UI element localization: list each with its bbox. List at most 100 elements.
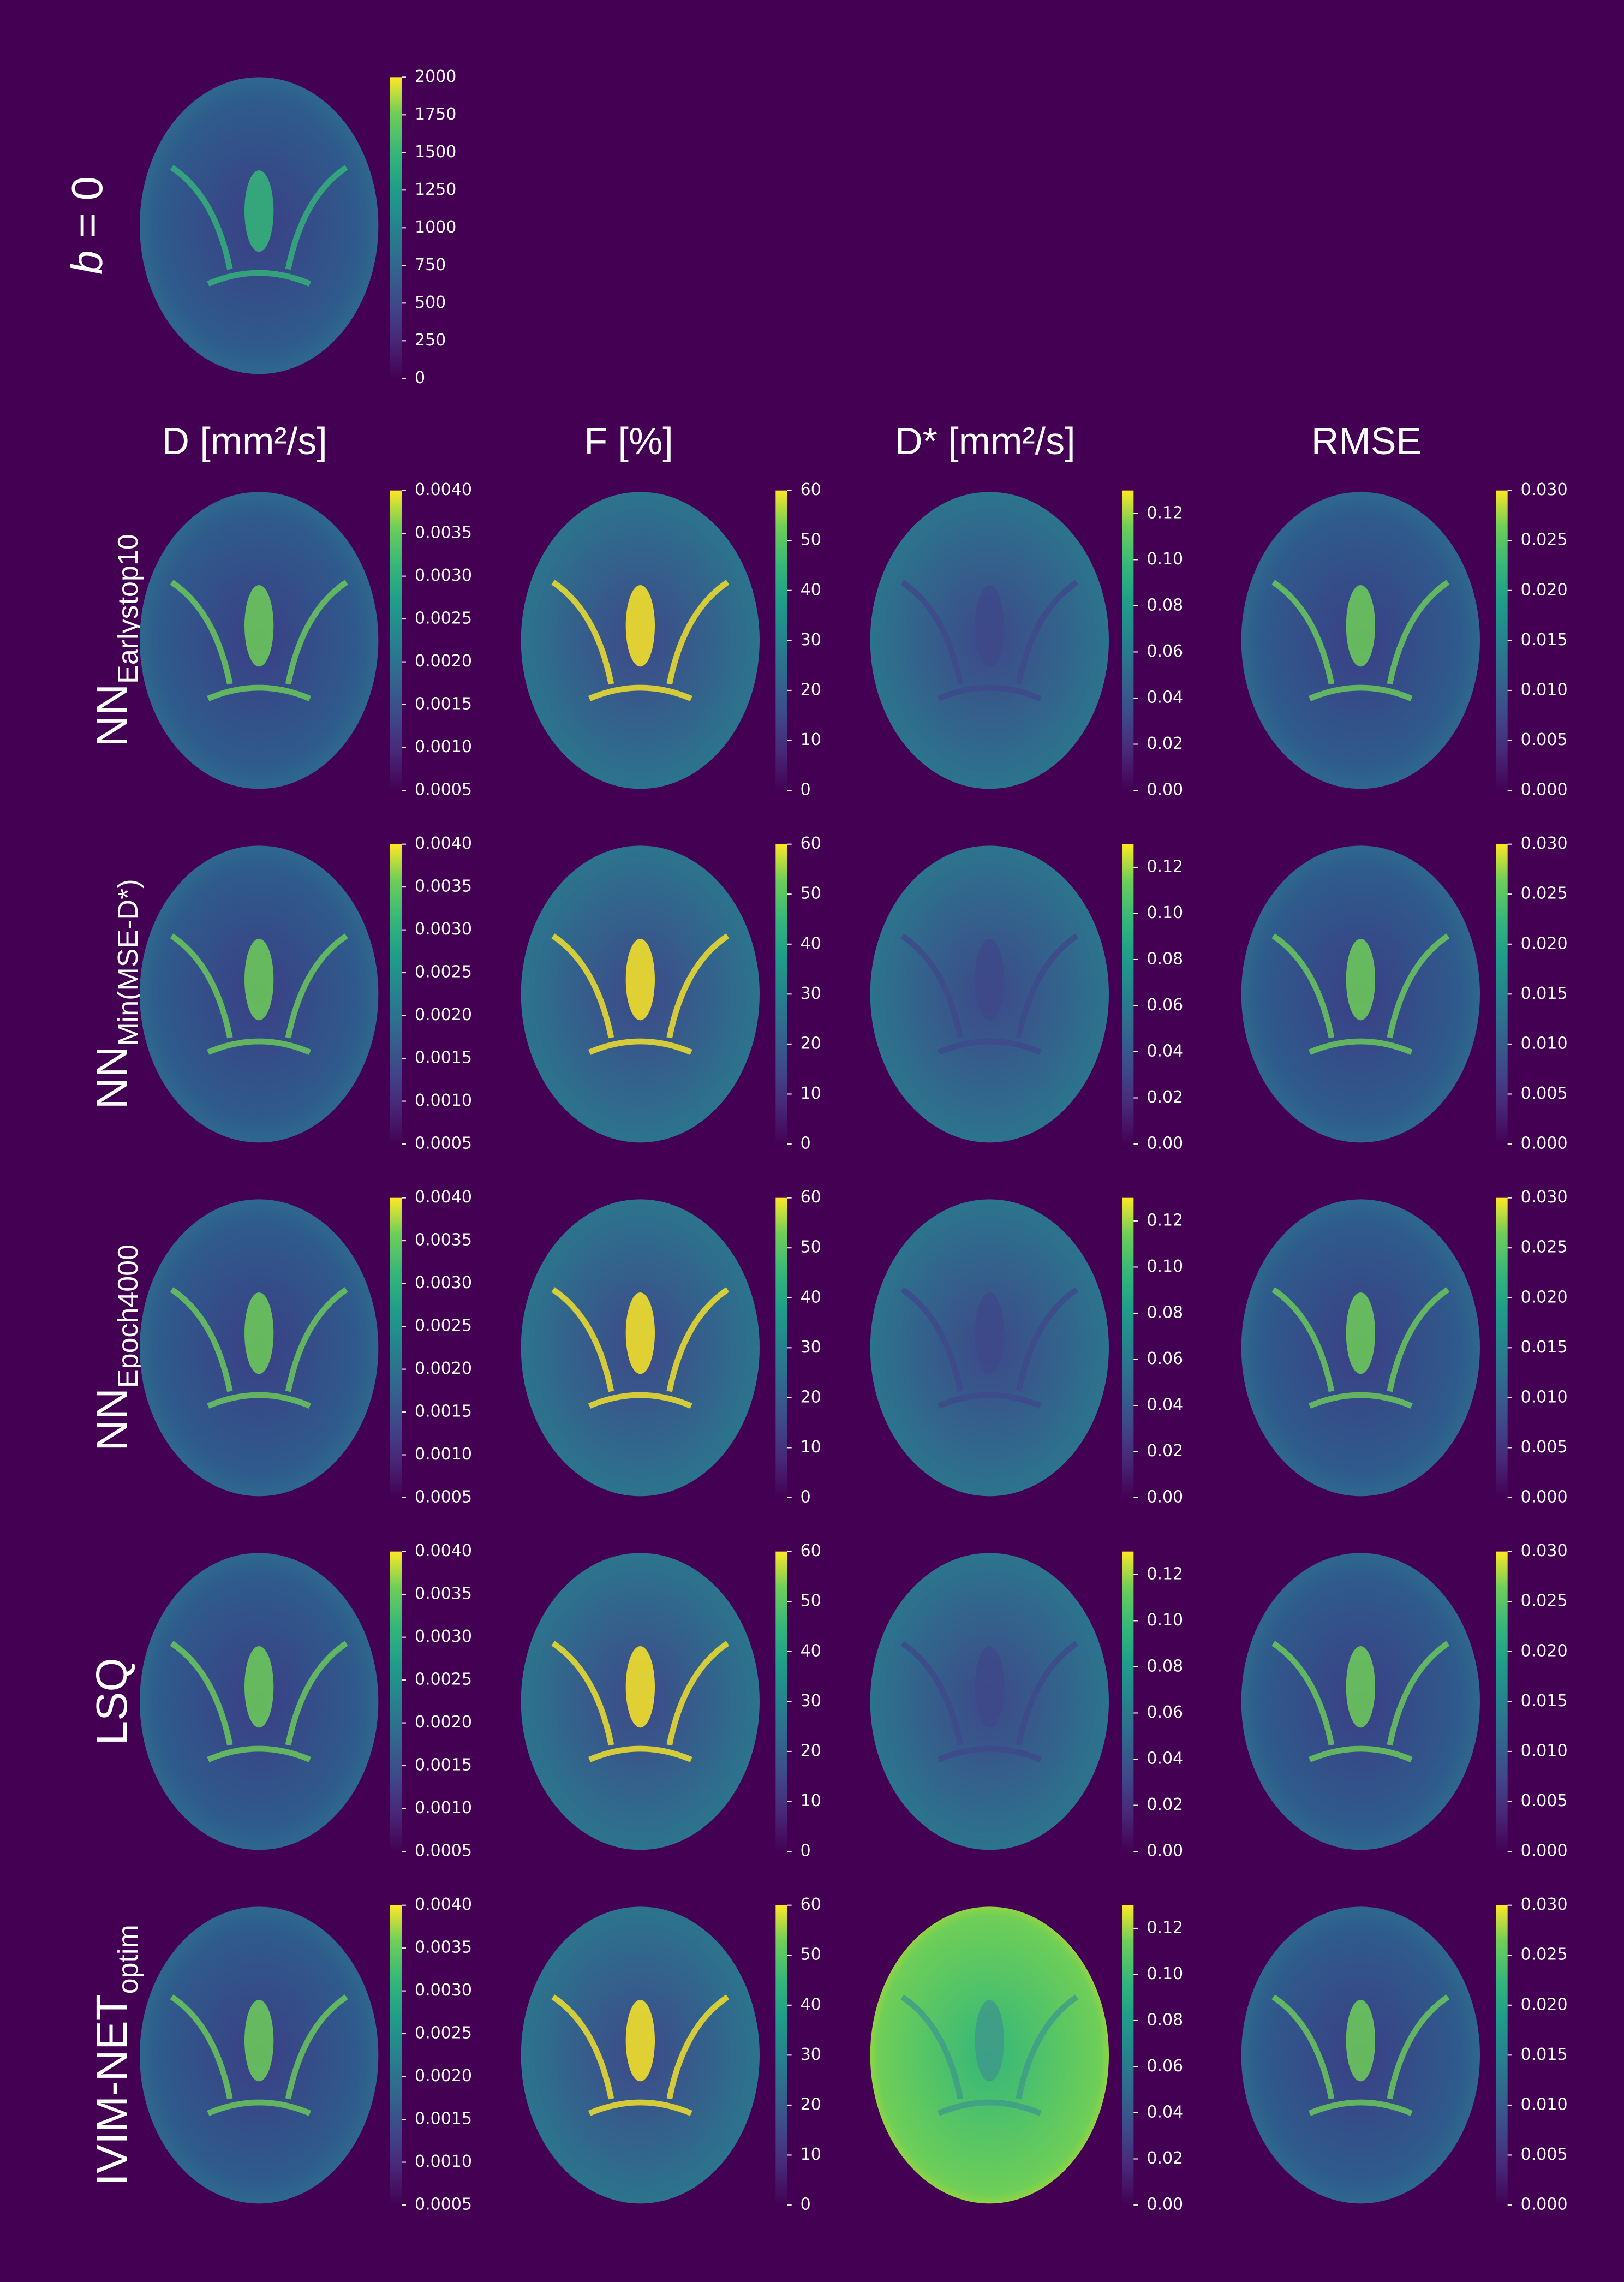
brain-map — [521, 845, 760, 1143]
colorbar-tick-label: 0.04 — [1147, 2102, 1183, 2122]
colorbar-tick-label: 0.0010 — [415, 2152, 472, 2171]
brain-map — [870, 492, 1109, 789]
colorbar-tick-label: 0.015 — [1521, 630, 1568, 650]
colorbar-tick-label: 0.020 — [1521, 934, 1568, 953]
brain-map — [139, 77, 379, 374]
colorbar — [1122, 490, 1134, 790]
colorbar-tick-label: 0 — [415, 368, 425, 388]
brain-ventricle — [1346, 1292, 1375, 1374]
brain-fold — [170, 580, 348, 701]
colorbar-tick-label: 0.030 — [1521, 480, 1568, 499]
colorbar-tick-label: 0.10 — [1147, 903, 1183, 922]
colorbar-tick-label: 50 — [801, 1945, 821, 1964]
colorbar — [1496, 1197, 1508, 1498]
brain-ventricle — [975, 2000, 1005, 2082]
brain-fold — [170, 1287, 348, 1409]
colorbar-tick-label: 0.000 — [1521, 2195, 1568, 2214]
row-label: NNEarlystop10 — [87, 534, 144, 747]
colorbar-tick-label: 10 — [801, 1791, 821, 1810]
colorbar — [390, 1197, 402, 1498]
row-label-base: NN — [87, 1388, 136, 1451]
colorbar-tick-label: 0.010 — [1521, 2095, 1568, 2114]
brain-ventricle — [625, 939, 655, 1021]
brain-map — [521, 1553, 760, 1850]
colorbar-tick-label: 0.0030 — [415, 566, 472, 585]
colorbar-tick-label: 0.010 — [1521, 1034, 1568, 1053]
colorbar-tick-label: 0 — [801, 2195, 811, 2214]
brain-ventricle — [975, 585, 1005, 667]
colorbar-tick-label: 0.10 — [1147, 1964, 1183, 1983]
colorbar-tick-label: 0.02 — [1147, 2149, 1183, 2168]
colorbar-tick-label: 40 — [801, 1288, 821, 1307]
colorbar-tick-label: 0.025 — [1521, 531, 1568, 550]
colorbar-tick-label: 0.025 — [1521, 1945, 1568, 1964]
row-label-sub: optim — [112, 1924, 144, 1994]
colorbar — [1496, 1905, 1508, 2205]
brain-ventricle — [1346, 1646, 1375, 1728]
row-label-base: NN — [87, 1046, 136, 1110]
colorbar — [775, 844, 787, 1144]
colorbar-tick-label: 0.0035 — [415, 1584, 472, 1604]
brain-fold — [551, 1641, 730, 1762]
colorbar-tick-label: 0.000 — [1521, 1134, 1568, 1153]
brain-fold — [1271, 1641, 1450, 1762]
brain-fold — [1271, 933, 1450, 1055]
colorbar-tick-label: 0.0005 — [415, 2195, 472, 2214]
colorbar-tick-label: 0.030 — [1521, 834, 1568, 853]
colorbar-tick-label: 0.02 — [1147, 734, 1183, 753]
colorbar-tick-label: 1500 — [415, 142, 456, 162]
column-title: F [%] — [584, 420, 673, 462]
colorbar — [390, 490, 402, 790]
colorbar-tick-label: 0.015 — [1521, 1691, 1568, 1711]
colorbar-tick-label: 30 — [801, 1338, 821, 1357]
row-label-sub: Min(MSE-D*) — [112, 879, 144, 1046]
colorbar-tick-label: 30 — [801, 1691, 821, 1711]
colorbar — [775, 490, 787, 790]
colorbar-tick-label: 60 — [801, 1895, 821, 1914]
colorbar-tick-label: 0.015 — [1521, 984, 1568, 1003]
colorbar-tick-label: 0.005 — [1521, 1438, 1568, 1457]
brain-ventricle — [244, 1646, 274, 1728]
colorbar-tick-label: 60 — [801, 1188, 821, 1207]
b0-label: b = 0 — [63, 176, 111, 275]
colorbar-tick-label: 0.06 — [1147, 996, 1183, 1015]
brain-map — [870, 1199, 1109, 1497]
brain-map — [139, 1199, 379, 1497]
colorbar-tick-label: 0.020 — [1521, 580, 1568, 599]
colorbar-tick-label: 0.0035 — [415, 1231, 472, 1250]
colorbar-tick-label: 0.0010 — [415, 1798, 472, 1818]
colorbar-tick-label: 0.10 — [1147, 1611, 1183, 1630]
colorbar-tick-label: 0.06 — [1147, 1349, 1183, 1368]
column-title: RMSE — [1311, 420, 1422, 462]
colorbar-tick-label: 0.00 — [1147, 1134, 1183, 1153]
colorbar-tick-label: 0.0030 — [415, 1627, 472, 1646]
row-label: LSQ — [87, 1658, 136, 1745]
brain-map — [1241, 1199, 1480, 1497]
colorbar-tick-label: 0.10 — [1147, 550, 1183, 569]
colorbar-tick-label: 0.0010 — [415, 1091, 472, 1110]
colorbar-tick-label: 0.0025 — [415, 1316, 472, 1336]
colorbar-tick-label: 750 — [415, 255, 446, 275]
colorbar-tick-label: 0.020 — [1521, 1288, 1568, 1307]
brain-fold — [900, 1994, 1079, 2116]
colorbar-tick-label: 0.000 — [1521, 1842, 1568, 1861]
colorbar-tick-label: 0.015 — [1521, 1338, 1568, 1357]
brain-ventricle — [1346, 585, 1375, 667]
brain-map — [139, 845, 379, 1143]
brain-ventricle — [244, 2000, 274, 2082]
colorbar-tick-label: 0.04 — [1147, 688, 1183, 707]
colorbar-tick-label: 1250 — [415, 180, 456, 199]
colorbar — [1122, 1197, 1134, 1498]
brain-map — [870, 845, 1109, 1143]
brain-fold — [551, 580, 730, 701]
brain-ventricle — [244, 1292, 274, 1374]
colorbar-tick-label: 60 — [801, 1541, 821, 1560]
colorbar-tick-label: 0.12 — [1147, 1211, 1183, 1230]
colorbar-tick-label: 0.0040 — [415, 480, 472, 499]
row-label-base: LSQ — [87, 1658, 136, 1745]
brain-ventricle — [975, 939, 1005, 1021]
colorbar-tick-label: 0.0005 — [415, 1842, 472, 1861]
colorbar-tick-label: 1000 — [415, 218, 456, 237]
colorbar-tick-label: 0.12 — [1147, 503, 1183, 522]
